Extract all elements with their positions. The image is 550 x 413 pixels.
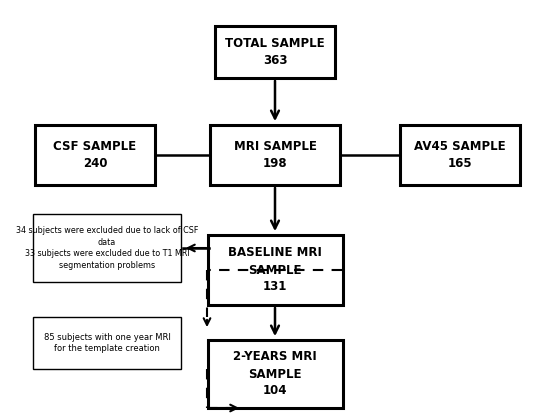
Bar: [33, 317, 181, 369]
Bar: [207, 235, 343, 305]
Text: 85 subjects with one year MRI
for the template creation: 85 subjects with one year MRI for the te…: [43, 332, 170, 354]
Text: TOTAL SAMPLE
363: TOTAL SAMPLE 363: [225, 37, 325, 67]
Bar: [35, 125, 155, 185]
Text: AV45 SAMPLE
165: AV45 SAMPLE 165: [414, 140, 506, 170]
Bar: [210, 125, 340, 185]
Text: CSF SAMPLE
240: CSF SAMPLE 240: [53, 140, 136, 170]
Bar: [215, 26, 335, 78]
Text: MRI SAMPLE
198: MRI SAMPLE 198: [234, 140, 316, 170]
Text: 34 subjects were excluded due to lack of CSF
data
33 subjects were excluded due : 34 subjects were excluded due to lack of…: [16, 226, 198, 270]
Bar: [207, 340, 343, 408]
Text: BASELINE MRI
SAMPLE
131: BASELINE MRI SAMPLE 131: [228, 247, 322, 294]
Bar: [400, 125, 520, 185]
Bar: [33, 214, 181, 282]
Text: 2-YEARS MRI
SAMPLE
104: 2-YEARS MRI SAMPLE 104: [233, 351, 317, 397]
